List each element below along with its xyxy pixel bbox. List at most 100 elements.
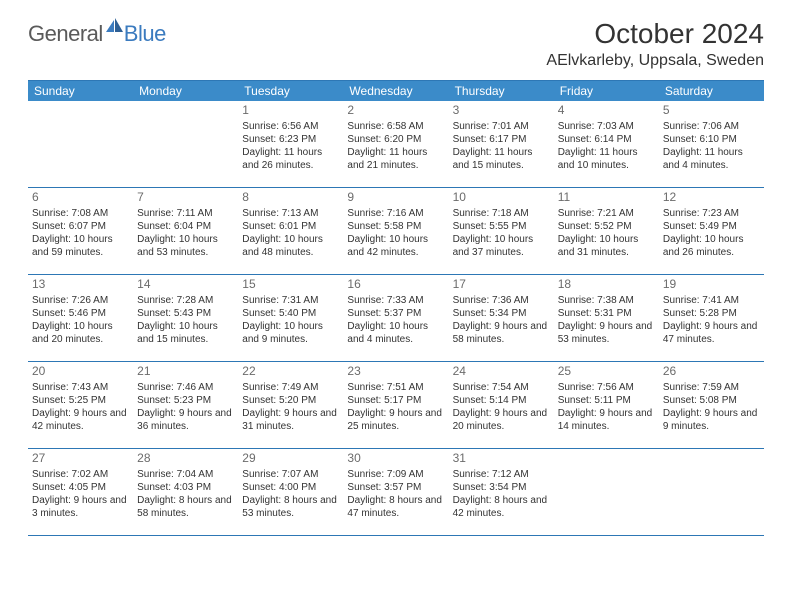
location-text: AElvkarleby, Uppsala, Sweden xyxy=(546,52,764,70)
calendar-cell: 9Sunrise: 7:16 AMSunset: 5:58 PMDaylight… xyxy=(343,188,448,274)
day-number: 1 xyxy=(242,103,339,119)
day-number: 14 xyxy=(137,277,234,293)
calendar-cell: 15Sunrise: 7:31 AMSunset: 5:40 PMDayligh… xyxy=(238,275,343,361)
calendar-cell: 25Sunrise: 7:56 AMSunset: 5:11 PMDayligh… xyxy=(554,362,659,448)
day-number: 11 xyxy=(558,190,655,206)
day-info: Sunrise: 7:41 AMSunset: 5:28 PMDaylight:… xyxy=(663,294,760,346)
day-header-row: SundayMondayTuesdayWednesdayThursdayFrid… xyxy=(28,81,764,101)
day-header-cell: Saturday xyxy=(659,81,764,101)
calendar-cell: 4Sunrise: 7:03 AMSunset: 6:14 PMDaylight… xyxy=(554,101,659,187)
day-number: 8 xyxy=(242,190,339,206)
calendar-cell: 2Sunrise: 6:58 AMSunset: 6:20 PMDaylight… xyxy=(343,101,448,187)
day-number: 30 xyxy=(347,451,444,467)
day-info: Sunrise: 7:28 AMSunset: 5:43 PMDaylight:… xyxy=(137,294,234,346)
day-info: Sunrise: 7:04 AMSunset: 4:03 PMDaylight:… xyxy=(137,468,234,520)
calendar-cell xyxy=(133,101,238,187)
calendar-cell: 28Sunrise: 7:04 AMSunset: 4:03 PMDayligh… xyxy=(133,449,238,535)
day-info: Sunrise: 7:03 AMSunset: 6:14 PMDaylight:… xyxy=(558,120,655,172)
calendar-cell xyxy=(554,449,659,535)
day-info: Sunrise: 7:46 AMSunset: 5:23 PMDaylight:… xyxy=(137,381,234,433)
day-info: Sunrise: 7:23 AMSunset: 5:49 PMDaylight:… xyxy=(663,207,760,259)
calendar-cell: 21Sunrise: 7:46 AMSunset: 5:23 PMDayligh… xyxy=(133,362,238,448)
day-info: Sunrise: 7:09 AMSunset: 3:57 PMDaylight:… xyxy=(347,468,444,520)
week-row: 27Sunrise: 7:02 AMSunset: 4:05 PMDayligh… xyxy=(28,449,764,536)
calendar-cell: 24Sunrise: 7:54 AMSunset: 5:14 PMDayligh… xyxy=(449,362,554,448)
calendar-cell: 11Sunrise: 7:21 AMSunset: 5:52 PMDayligh… xyxy=(554,188,659,274)
calendar-cell: 27Sunrise: 7:02 AMSunset: 4:05 PMDayligh… xyxy=(28,449,133,535)
day-number: 17 xyxy=(453,277,550,293)
day-number: 3 xyxy=(453,103,550,119)
day-info: Sunrise: 7:59 AMSunset: 5:08 PMDaylight:… xyxy=(663,381,760,433)
calendar-cell: 10Sunrise: 7:18 AMSunset: 5:55 PMDayligh… xyxy=(449,188,554,274)
day-number: 2 xyxy=(347,103,444,119)
day-number: 25 xyxy=(558,364,655,380)
page-title: October 2024 xyxy=(546,18,764,50)
day-number: 6 xyxy=(32,190,129,206)
calendar-cell: 17Sunrise: 7:36 AMSunset: 5:34 PMDayligh… xyxy=(449,275,554,361)
day-info: Sunrise: 6:58 AMSunset: 6:20 PMDaylight:… xyxy=(347,120,444,172)
day-number: 31 xyxy=(453,451,550,467)
day-info: Sunrise: 7:49 AMSunset: 5:20 PMDaylight:… xyxy=(242,381,339,433)
day-header-cell: Thursday xyxy=(449,81,554,101)
day-info: Sunrise: 7:21 AMSunset: 5:52 PMDaylight:… xyxy=(558,207,655,259)
day-info: Sunrise: 7:56 AMSunset: 5:11 PMDaylight:… xyxy=(558,381,655,433)
day-info: Sunrise: 7:07 AMSunset: 4:00 PMDaylight:… xyxy=(242,468,339,520)
logo: General Blue xyxy=(28,18,166,49)
logo-text-blue: Blue xyxy=(124,21,166,47)
calendar-cell: 22Sunrise: 7:49 AMSunset: 5:20 PMDayligh… xyxy=(238,362,343,448)
title-block: October 2024 AElvkarleby, Uppsala, Swede… xyxy=(546,18,764,70)
calendar-cell: 1Sunrise: 6:56 AMSunset: 6:23 PMDaylight… xyxy=(238,101,343,187)
calendar-cell: 8Sunrise: 7:13 AMSunset: 6:01 PMDaylight… xyxy=(238,188,343,274)
day-info: Sunrise: 7:11 AMSunset: 6:04 PMDaylight:… xyxy=(137,207,234,259)
day-header-cell: Friday xyxy=(554,81,659,101)
calendar-cell: 30Sunrise: 7:09 AMSunset: 3:57 PMDayligh… xyxy=(343,449,448,535)
logo-text-general: General xyxy=(28,21,103,47)
day-info: Sunrise: 7:12 AMSunset: 3:54 PMDaylight:… xyxy=(453,468,550,520)
day-number: 26 xyxy=(663,364,760,380)
day-info: Sunrise: 7:26 AMSunset: 5:46 PMDaylight:… xyxy=(32,294,129,346)
day-info: Sunrise: 7:43 AMSunset: 5:25 PMDaylight:… xyxy=(32,381,129,433)
day-number: 4 xyxy=(558,103,655,119)
day-number: 20 xyxy=(32,364,129,380)
calendar-cell: 18Sunrise: 7:38 AMSunset: 5:31 PMDayligh… xyxy=(554,275,659,361)
calendar-cell: 14Sunrise: 7:28 AMSunset: 5:43 PMDayligh… xyxy=(133,275,238,361)
calendar-cell: 13Sunrise: 7:26 AMSunset: 5:46 PMDayligh… xyxy=(28,275,133,361)
calendar-cell: 26Sunrise: 7:59 AMSunset: 5:08 PMDayligh… xyxy=(659,362,764,448)
calendar-cell: 23Sunrise: 7:51 AMSunset: 5:17 PMDayligh… xyxy=(343,362,448,448)
day-info: Sunrise: 7:36 AMSunset: 5:34 PMDaylight:… xyxy=(453,294,550,346)
day-number: 24 xyxy=(453,364,550,380)
day-info: Sunrise: 7:38 AMSunset: 5:31 PMDaylight:… xyxy=(558,294,655,346)
calendar-cell: 5Sunrise: 7:06 AMSunset: 6:10 PMDaylight… xyxy=(659,101,764,187)
week-row: 6Sunrise: 7:08 AMSunset: 6:07 PMDaylight… xyxy=(28,188,764,275)
day-number: 19 xyxy=(663,277,760,293)
week-row: 20Sunrise: 7:43 AMSunset: 5:25 PMDayligh… xyxy=(28,362,764,449)
day-number: 16 xyxy=(347,277,444,293)
day-number: 18 xyxy=(558,277,655,293)
calendar-cell: 16Sunrise: 7:33 AMSunset: 5:37 PMDayligh… xyxy=(343,275,448,361)
day-info: Sunrise: 7:13 AMSunset: 6:01 PMDaylight:… xyxy=(242,207,339,259)
day-info: Sunrise: 7:54 AMSunset: 5:14 PMDaylight:… xyxy=(453,381,550,433)
day-number: 5 xyxy=(663,103,760,119)
day-number: 21 xyxy=(137,364,234,380)
calendar-cell: 7Sunrise: 7:11 AMSunset: 6:04 PMDaylight… xyxy=(133,188,238,274)
day-number: 9 xyxy=(347,190,444,206)
day-header-cell: Monday xyxy=(133,81,238,101)
week-row: 1Sunrise: 6:56 AMSunset: 6:23 PMDaylight… xyxy=(28,101,764,188)
day-info: Sunrise: 7:06 AMSunset: 6:10 PMDaylight:… xyxy=(663,120,760,172)
day-info: Sunrise: 6:56 AMSunset: 6:23 PMDaylight:… xyxy=(242,120,339,172)
calendar-cell: 19Sunrise: 7:41 AMSunset: 5:28 PMDayligh… xyxy=(659,275,764,361)
calendar-cell xyxy=(28,101,133,187)
day-number: 28 xyxy=(137,451,234,467)
day-info: Sunrise: 7:16 AMSunset: 5:58 PMDaylight:… xyxy=(347,207,444,259)
calendar-cell: 3Sunrise: 7:01 AMSunset: 6:17 PMDaylight… xyxy=(449,101,554,187)
logo-sail-icon xyxy=(106,18,124,39)
day-number: 27 xyxy=(32,451,129,467)
day-number: 7 xyxy=(137,190,234,206)
week-row: 13Sunrise: 7:26 AMSunset: 5:46 PMDayligh… xyxy=(28,275,764,362)
calendar-cell: 12Sunrise: 7:23 AMSunset: 5:49 PMDayligh… xyxy=(659,188,764,274)
day-info: Sunrise: 7:33 AMSunset: 5:37 PMDaylight:… xyxy=(347,294,444,346)
day-number: 22 xyxy=(242,364,339,380)
day-info: Sunrise: 7:01 AMSunset: 6:17 PMDaylight:… xyxy=(453,120,550,172)
day-number: 10 xyxy=(453,190,550,206)
header: General Blue October 2024 AElvkarleby, U… xyxy=(0,0,792,74)
